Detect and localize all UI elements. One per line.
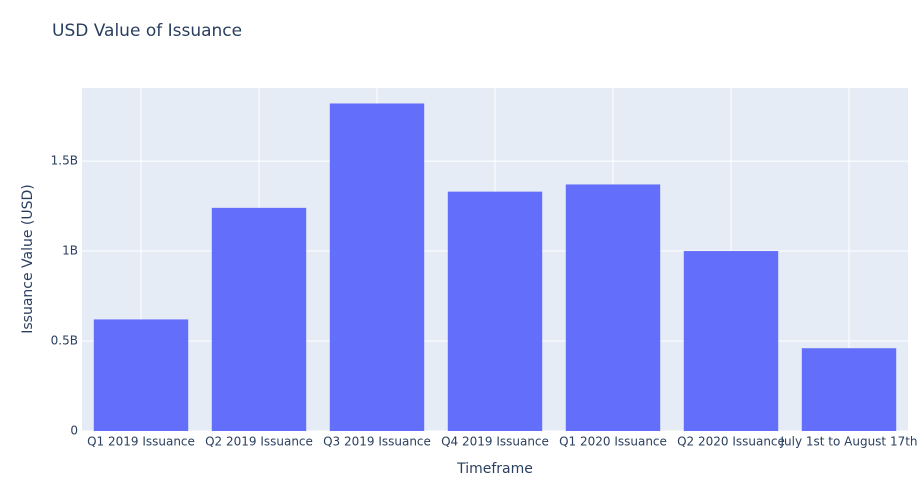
bar <box>801 348 897 431</box>
bar <box>211 207 307 431</box>
bar <box>93 319 189 431</box>
bar <box>683 251 779 431</box>
x-tick-label: Q2 2019 Issuance <box>205 435 313 449</box>
x-tick-label: Q1 2019 Issuance <box>87 435 195 449</box>
y-tick-label: 1.5B <box>51 154 78 168</box>
y-tick-label: 1B <box>62 244 78 258</box>
x-tick-label: July 1st to August 17th <box>779 435 917 449</box>
bar <box>565 184 661 431</box>
chart-title: USD Value of Issuance <box>52 21 242 41</box>
x-tick-label: Q3 2019 Issuance <box>323 435 431 449</box>
x-tick-label: Q2 2020 Issuance <box>677 435 785 449</box>
x-tick-label: Q1 2020 Issuance <box>559 435 667 449</box>
y-tick-label: 0 <box>70 424 78 438</box>
y-tick-label: 0.5B <box>51 334 78 348</box>
bar <box>447 191 543 431</box>
bar <box>329 103 425 432</box>
x-axis-title: Timeframe <box>456 461 533 477</box>
y-axis-title: Issuance Value (USD) <box>20 184 36 334</box>
x-tick-label: Q4 2019 Issuance <box>441 435 549 449</box>
